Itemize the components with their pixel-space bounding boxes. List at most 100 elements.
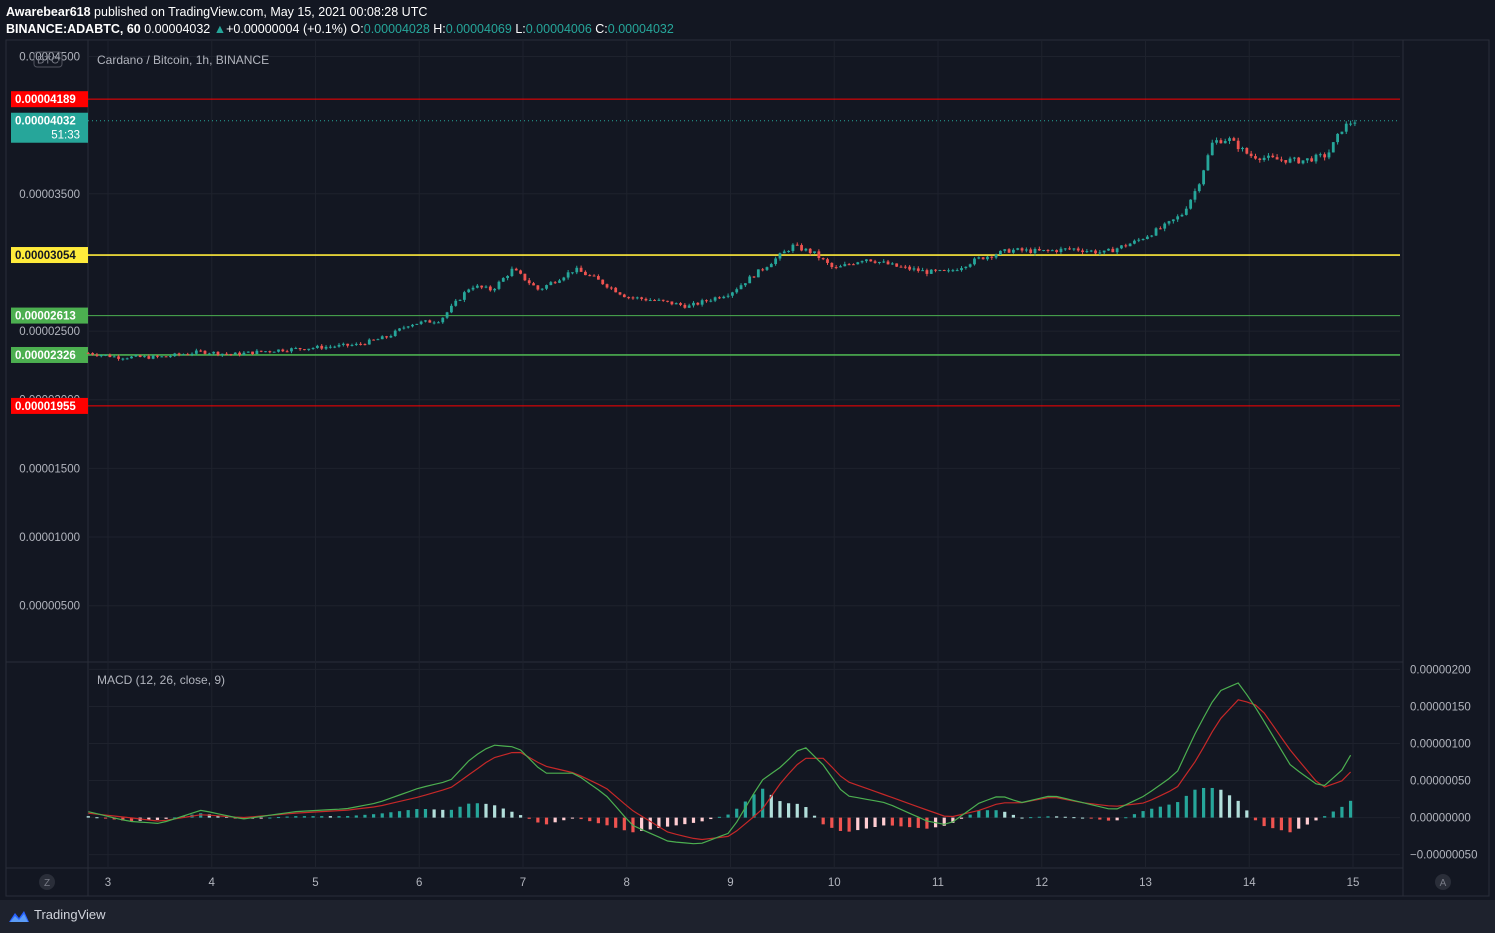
candle-body — [354, 343, 358, 345]
macd-tick-label: 0.00000050 — [1410, 776, 1471, 788]
zoom-icon-glyph: Z — [44, 878, 50, 889]
candle-body — [826, 259, 829, 263]
candle-body — [242, 352, 246, 356]
candle-body — [813, 251, 816, 254]
candle-body — [151, 355, 155, 359]
candle-body — [808, 248, 812, 254]
macd-histogram-bar — [233, 817, 237, 819]
candle-body — [999, 250, 1002, 255]
horizontal-levels[interactable]: 0.00004189 0.00003054 0.00002613 0.00002326… — [11, 91, 1400, 414]
candle-body — [1171, 219, 1175, 222]
candle-body — [622, 294, 626, 298]
tradingview-brand[interactable]: TradingView — [34, 907, 106, 922]
candle-body — [216, 351, 220, 356]
candle-body — [510, 268, 514, 277]
macd-histogram-bar — [268, 817, 272, 819]
macd-histogram-bar — [1063, 816, 1067, 818]
macd-histogram-bar — [1323, 816, 1327, 818]
candle-body — [1124, 245, 1128, 247]
price-pane[interactable] — [5, 39, 1404, 663]
candle-body — [130, 356, 133, 359]
author-name[interactable]: Awarebear618 — [6, 5, 91, 19]
macd-histogram-bar — [181, 816, 185, 818]
macd-histogram-bar — [1046, 816, 1050, 818]
macd-tick-label: 0.00000150 — [1410, 701, 1471, 713]
up-arrow-icon: ▲ — [213, 22, 227, 36]
candle-body — [363, 344, 367, 346]
candle-body — [635, 297, 639, 299]
macd-histogram-bar — [346, 816, 350, 818]
currency-badge-label: BTC — [37, 55, 59, 67]
candle-body — [852, 264, 855, 266]
candle-body — [186, 354, 190, 356]
symbol-label[interactable]: BINANCE:ADABTC, 60 — [6, 22, 141, 36]
macd-histogram-bar — [458, 806, 462, 818]
zoom-icon[interactable] — [39, 874, 55, 890]
auto-scale-icon[interactable] — [1435, 874, 1451, 890]
candle-body — [960, 268, 963, 271]
candle-body — [752, 276, 756, 278]
candle-body — [259, 350, 263, 352]
candle-body — [947, 270, 950, 272]
candle-body — [731, 292, 734, 296]
candle-body — [791, 244, 795, 251]
candle-body — [147, 356, 151, 359]
candle-body — [471, 287, 475, 290]
macd-histogram-bar — [570, 817, 575, 819]
level-label-box — [11, 247, 88, 264]
macd-histogram-bar — [1314, 817, 1318, 821]
candle-body — [800, 245, 803, 251]
macd-histogram-bar — [709, 817, 713, 820]
macd-histogram-bar — [536, 817, 540, 823]
macd-histogram-bar — [1003, 811, 1007, 818]
last-price-label: 0.00004032 — [15, 116, 76, 128]
macd-histogram-bar — [285, 816, 289, 818]
candle-body — [973, 258, 976, 265]
footer-bar: TradingView — [0, 900, 1495, 933]
time-axis[interactable] — [5, 867, 1404, 897]
candle-body — [1292, 157, 1296, 159]
candle-body — [726, 295, 730, 297]
candle-body — [1288, 158, 1292, 163]
macd-histogram-bar — [1340, 806, 1344, 818]
candle-body — [108, 354, 112, 358]
candle-body — [670, 301, 674, 305]
candle-body — [683, 304, 687, 308]
candle-body — [1081, 250, 1084, 253]
macd-histogram-bar — [640, 817, 644, 831]
candle-body — [1189, 199, 1193, 209]
candle-body — [761, 269, 765, 271]
macd-histogram-bar — [1072, 817, 1076, 819]
chart-canvas[interactable]: 0.000045000.000035000.000025000.00002000… — [0, 0, 1495, 900]
candle-body — [112, 356, 116, 358]
candle-body — [916, 268, 920, 271]
right-axis[interactable] — [1402, 39, 1490, 897]
macd-histogram-bar — [164, 817, 168, 819]
macd-histogram-bar — [1245, 810, 1249, 818]
candle-body — [316, 345, 319, 348]
candle-body — [346, 343, 350, 346]
macd-histogram-bar — [752, 794, 756, 818]
candle-body — [1232, 138, 1236, 141]
candle-body — [143, 356, 146, 358]
candle-body — [627, 297, 631, 299]
macd-histogram-bar — [95, 817, 99, 819]
macd-pane[interactable] — [5, 661, 1404, 869]
candle-body — [653, 300, 656, 302]
candle-body — [285, 351, 289, 353]
macd-histogram-bar — [527, 817, 531, 819]
macd-histogram-bar — [674, 817, 678, 826]
macd-histogram-bar — [847, 817, 851, 832]
candle-body — [337, 344, 341, 347]
candle-body — [692, 302, 695, 306]
macd-histogram-bar — [769, 794, 773, 818]
candle-body — [609, 287, 613, 289]
currency-badge[interactable] — [33, 51, 63, 68]
tradingview-logo-icon[interactable] — [7, 908, 31, 924]
candle-body — [233, 352, 237, 355]
macd-histogram-bar — [1037, 816, 1041, 818]
candle-body — [847, 264, 851, 266]
macd-histogram-bar — [173, 817, 177, 819]
candle-body — [614, 287, 618, 293]
macd-histogram-bar — [787, 803, 791, 818]
